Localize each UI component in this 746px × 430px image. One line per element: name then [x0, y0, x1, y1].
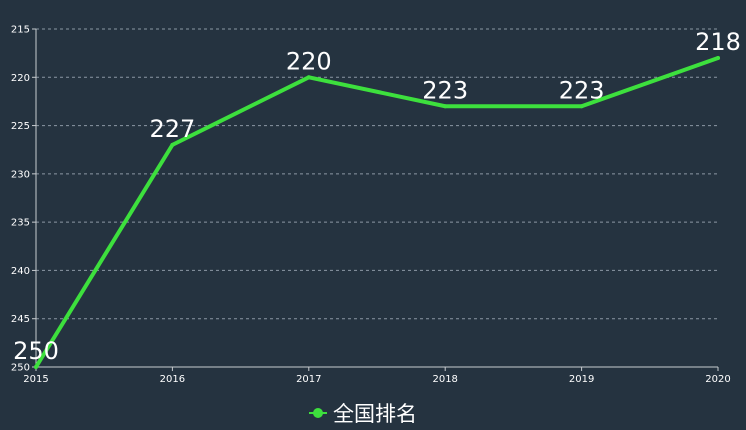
x-tick-label: 2016	[160, 374, 185, 385]
y-tick-label: 220	[11, 73, 30, 84]
y-tick-label: 215	[11, 25, 30, 36]
data-point	[579, 104, 584, 109]
y-tick-label: 235	[11, 218, 30, 229]
legend[interactable]: 全国排名	[309, 402, 417, 426]
grid-lines	[36, 28, 718, 320]
y-tick-label: 240	[11, 266, 30, 277]
data-point	[716, 55, 720, 60]
x-tick-label: 2018	[432, 374, 457, 385]
series-line	[34, 55, 720, 369]
y-tick-label: 245	[11, 314, 30, 325]
axes	[35, 29, 718, 368]
legend-label: 全国排名	[333, 402, 417, 426]
x-axis-ticks: 2015 2016 2017 2018 2019 2020	[23, 367, 731, 385]
data-label: 218	[695, 28, 741, 56]
x-tick-label: 2020	[705, 374, 730, 385]
data-label: 227	[149, 115, 195, 143]
y-axis-ticks: 215 220 225 230 235 240 245 250	[11, 25, 36, 374]
y-tick-label: 250	[11, 363, 30, 374]
data-point	[306, 75, 311, 80]
data-label: 250	[13, 337, 59, 365]
data-label: 223	[559, 76, 605, 104]
x-tick-label: 2015	[23, 374, 48, 385]
data-point	[443, 104, 448, 109]
data-point	[34, 365, 38, 369]
data-labels: 250 227 220 223 223 218	[13, 28, 741, 365]
data-label: 220	[286, 47, 332, 75]
x-tick-label: 2017	[296, 374, 321, 385]
data-point	[170, 142, 175, 147]
legend-dot-marker	[313, 408, 323, 418]
x-tick-label: 2019	[569, 374, 594, 385]
data-label: 223	[422, 76, 468, 104]
series-layer	[34, 55, 720, 369]
y-tick-label: 230	[11, 169, 30, 180]
y-tick-label: 225	[11, 121, 30, 132]
